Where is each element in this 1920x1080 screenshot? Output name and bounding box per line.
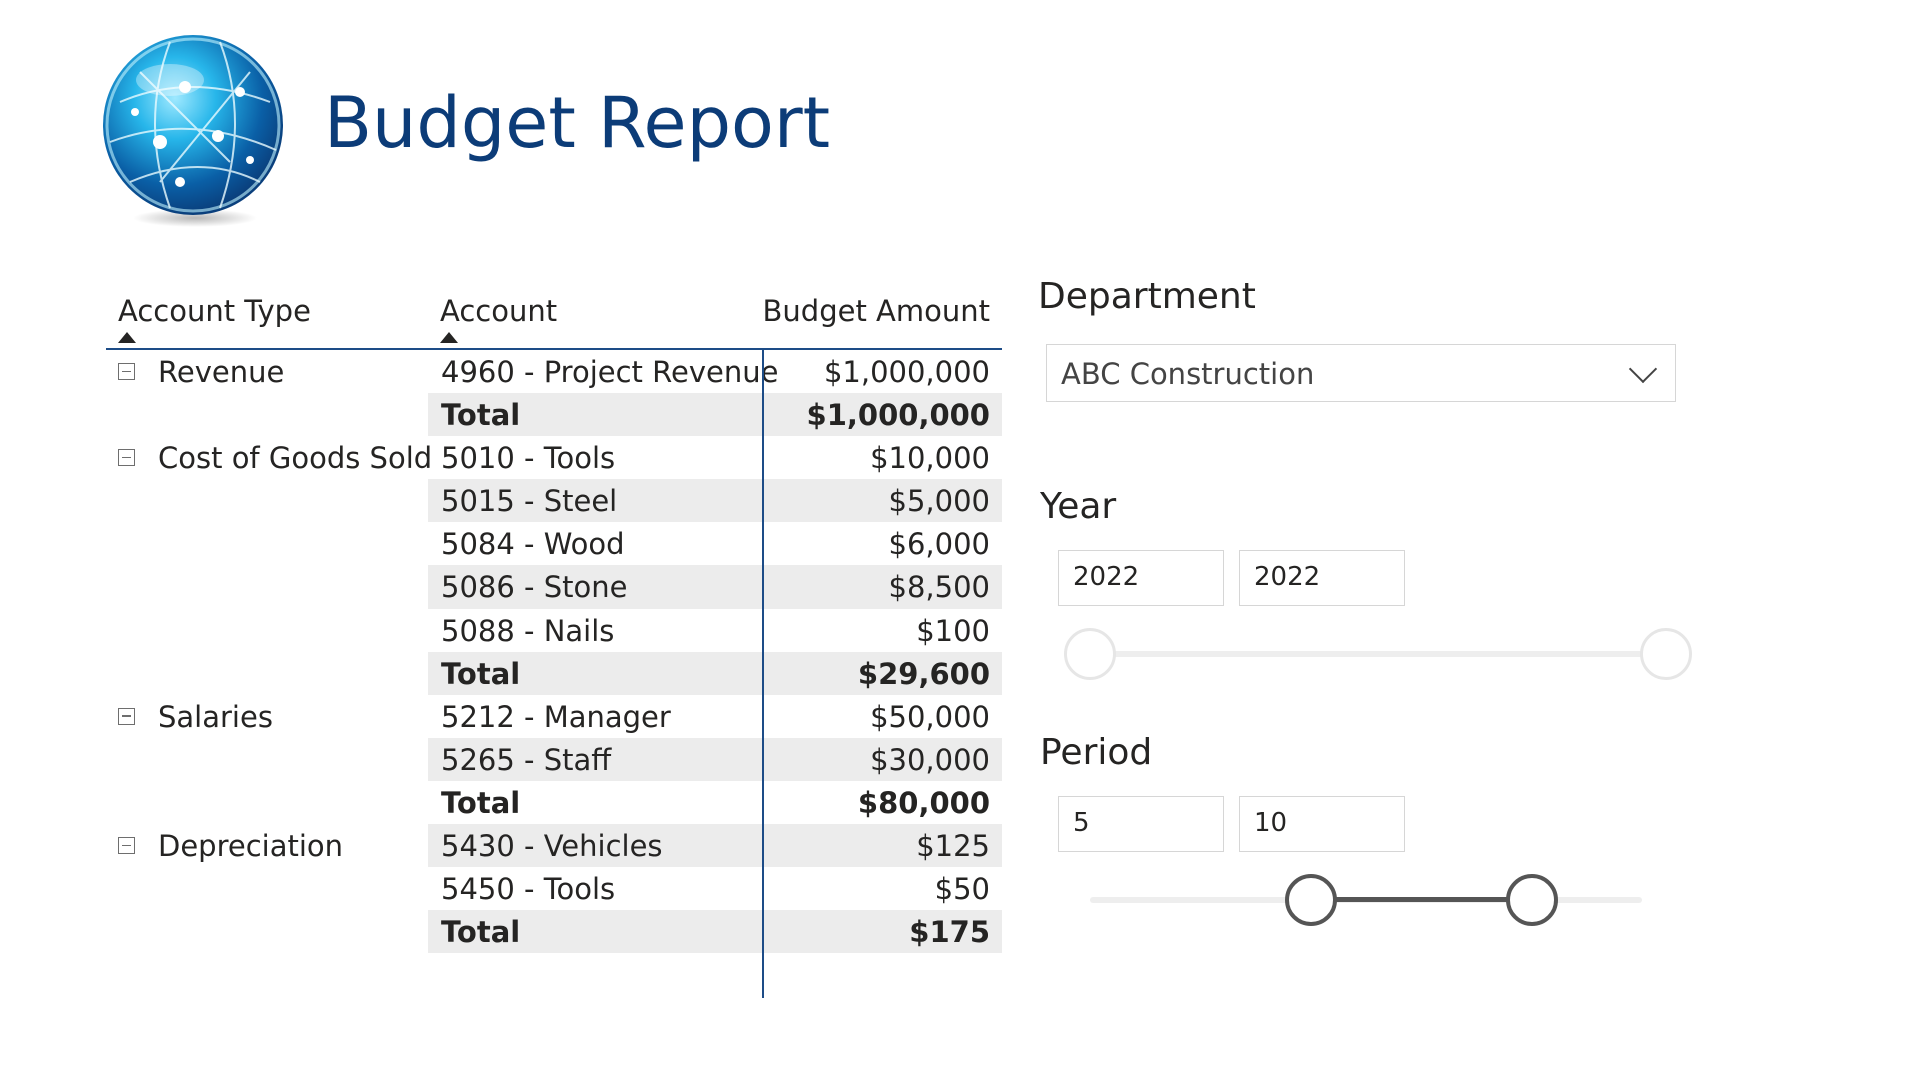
total-amount-cell: $1,000,000 xyxy=(806,398,990,433)
total-label-cell: Total xyxy=(441,398,521,433)
matrix-total-row: Total $1,000,000 xyxy=(106,393,1002,437)
period-range-slider[interactable] xyxy=(1064,872,1668,928)
year-slicer-title: Year xyxy=(1040,486,1117,527)
matrix-total-row: Total $175 xyxy=(106,910,1002,954)
budget-amount-cell: $125 xyxy=(916,829,990,864)
account-cell: 5265 - Staff xyxy=(441,742,612,777)
collapse-icon[interactable] xyxy=(118,707,135,725)
collapse-icon[interactable] xyxy=(118,449,135,467)
period-slicer-title: Period xyxy=(1040,732,1153,773)
department-slicer-title: Department xyxy=(1038,276,1256,317)
budget-matrix: Account Type Account Budget Amount Reven… xyxy=(106,280,1002,1000)
account-type-cell: Revenue xyxy=(158,355,285,389)
year-slider-track[interactable] xyxy=(1090,651,1666,657)
matrix-row: 5084 - Wood $6,000 xyxy=(106,522,1002,565)
budget-amount-cell: $30,000 xyxy=(870,742,990,777)
matrix-total-row: Total $29,600 xyxy=(106,651,1002,695)
account-cell: 5430 - Vehicles xyxy=(441,829,663,864)
collapse-icon[interactable] xyxy=(118,363,135,380)
period-slider-min-handle[interactable] xyxy=(1284,874,1337,926)
column-header-account-type[interactable]: Account Type xyxy=(118,294,311,328)
matrix-row: 5265 - Staff $30,000 xyxy=(106,737,1002,781)
budget-amount-cell: $6,000 xyxy=(888,527,990,562)
column-divider xyxy=(762,350,764,998)
matrix-header: Account Type Account Budget Amount xyxy=(106,280,1002,350)
collapse-icon[interactable] xyxy=(118,837,135,855)
budget-amount-cell: $10,000 xyxy=(870,441,990,476)
matrix-rows: Revenue 4960 - Project Revenue $1,000,000 T… xyxy=(106,350,1002,954)
matrix-row: 5015 - Steel $5,000 xyxy=(106,479,1002,523)
period-slider-max-handle[interactable] xyxy=(1505,874,1558,926)
account-type-cell: Depreciation xyxy=(158,829,344,864)
total-amount-cell: $175 xyxy=(909,915,990,950)
department-dropdown[interactable]: ABC Construction xyxy=(1046,344,1676,402)
matrix-row: Salaries 5212 - Manager $50,000 xyxy=(106,695,1002,738)
matrix-row: 5088 - Nails $100 xyxy=(106,609,1002,652)
account-cell: 5086 - Stone xyxy=(441,570,628,605)
matrix-row: 5086 - Stone $8,500 xyxy=(106,565,1002,609)
account-cell: 5450 - Tools xyxy=(441,872,616,907)
account-cell: 5088 - Nails xyxy=(441,613,615,648)
year-slider-min-handle[interactable] xyxy=(1064,628,1116,680)
total-label-cell: Total xyxy=(441,785,521,820)
sort-ascending-icon[interactable] xyxy=(118,332,136,343)
period-slider-selected-range xyxy=(1310,897,1532,902)
sort-ascending-icon[interactable] xyxy=(440,332,458,343)
matrix-row: Revenue 4960 - Project Revenue $1,000,000 xyxy=(106,350,1002,393)
matrix-total-row: Total $80,000 xyxy=(106,781,1002,824)
total-amount-cell: $80,000 xyxy=(857,785,990,820)
year-from-input[interactable]: 2022 xyxy=(1058,550,1224,606)
budget-amount-cell: $50 xyxy=(934,872,990,907)
account-cell: 5084 - Wood xyxy=(441,527,625,562)
row-background xyxy=(428,651,1002,695)
budget-amount-cell: $5,000 xyxy=(888,484,990,519)
row-background xyxy=(428,824,1002,868)
year-slider-max-handle[interactable] xyxy=(1640,628,1692,680)
column-header-account[interactable]: Account xyxy=(440,294,558,328)
year-range-slider[interactable] xyxy=(1064,626,1692,682)
budget-amount-cell: $8,500 xyxy=(888,570,990,605)
total-label-cell: Total xyxy=(441,915,521,950)
department-selected-value: ABC Construction xyxy=(1061,357,1315,391)
period-to-input[interactable]: 10 xyxy=(1239,796,1405,852)
budget-amount-cell: $50,000 xyxy=(870,699,990,734)
matrix-row: 5450 - Tools $50 xyxy=(106,867,1002,910)
matrix-row: Cost of Goods Sold 5010 - Tools $10,000 xyxy=(106,436,1002,479)
row-background xyxy=(428,910,1002,954)
account-cell: 5010 - Tools xyxy=(441,441,616,476)
report-title: Budget Report xyxy=(324,82,831,164)
budget-amount-cell: $1,000,000 xyxy=(823,355,990,389)
period-from-input[interactable]: 5 xyxy=(1058,796,1224,852)
globe-icon xyxy=(100,32,290,232)
account-cell: 4960 - Project Revenue xyxy=(441,355,779,389)
row-background xyxy=(428,737,1002,781)
year-to-input[interactable]: 2022 xyxy=(1239,550,1405,606)
matrix-row: Depreciation 5430 - Vehicles $125 xyxy=(106,824,1002,868)
budget-amount-cell: $100 xyxy=(916,613,990,648)
total-label-cell: Total xyxy=(441,656,521,691)
row-background xyxy=(428,565,1002,609)
row-background xyxy=(428,393,1002,437)
row-background xyxy=(428,479,1002,523)
account-type-cell: Salaries xyxy=(158,699,273,734)
account-cell: 5015 - Steel xyxy=(441,484,618,519)
chevron-down-icon[interactable] xyxy=(1628,354,1658,384)
total-amount-cell: $29,600 xyxy=(857,656,990,691)
account-type-cell: Cost of Goods Sold xyxy=(158,441,433,476)
column-header-budget-amount[interactable]: Budget Amount xyxy=(762,294,990,328)
account-cell: 5212 - Manager xyxy=(441,699,671,734)
